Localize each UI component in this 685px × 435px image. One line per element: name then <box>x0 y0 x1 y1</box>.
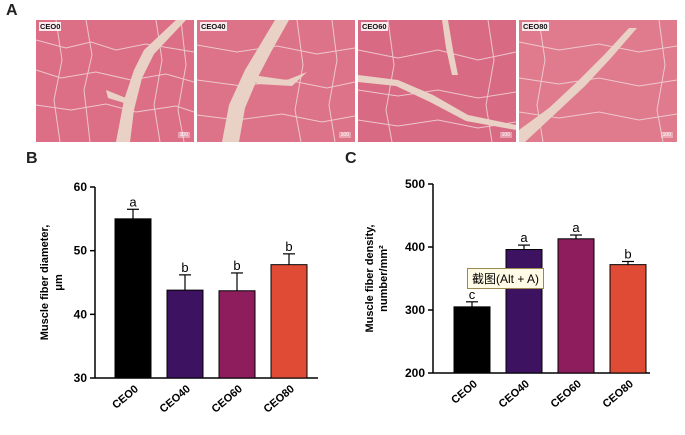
chart-muscle-fiber-density: 200 300 400 500 Muscle fiber density, number/… <box>364 177 650 410</box>
significance-label: a <box>129 194 137 209</box>
bar <box>218 290 256 379</box>
screenshot-tooltip: 截图(Alt + A) <box>467 268 545 289</box>
y-tick-label: 300 <box>405 303 425 317</box>
bar <box>270 264 308 379</box>
micrograph-image <box>36 20 194 142</box>
x-tick-label: CEO40 <box>497 378 532 410</box>
x-tick-label: CEO0 <box>449 378 480 406</box>
x-tick-label: CEO80 <box>601 378 636 410</box>
y-tick-label: 30 <box>74 371 88 385</box>
y-tick-label: 400 <box>405 240 425 254</box>
micrograph-image <box>519 20 677 142</box>
x-tick-label: CEO0 <box>110 383 141 411</box>
significance-label: b <box>233 258 240 273</box>
micrograph-image <box>358 20 516 142</box>
y-tick-label: 60 <box>74 180 88 194</box>
significance-label: b <box>181 260 188 275</box>
scale-bar: 100 <box>660 132 673 138</box>
micrograph-ceo60: CEO60 100 <box>358 20 516 142</box>
significance-label: a <box>572 220 580 235</box>
significance-label: c <box>469 287 476 302</box>
micrograph-ceo0: CEO0 100 <box>36 20 194 142</box>
micrograph-label: CEO60 <box>361 22 388 31</box>
panel-c-letter: C <box>345 150 357 167</box>
micrograph-label: CEO0 <box>39 22 62 31</box>
x-tick-label: CEO60 <box>210 383 245 415</box>
scale-bar: 100 <box>177 132 190 138</box>
y-tick-label: 200 <box>405 366 425 380</box>
micrograph-image <box>197 20 355 142</box>
y-tick-label: 50 <box>74 244 88 258</box>
significance-label: a <box>520 230 528 245</box>
bar <box>114 218 152 379</box>
panel-a-letter: A <box>6 2 18 19</box>
x-tick-label: CEO40 <box>158 383 193 415</box>
scale-bar: 100 <box>338 132 351 138</box>
y-tick-label: 500 <box>405 177 425 191</box>
micrograph-label: CEO40 <box>200 22 227 31</box>
bar <box>453 306 491 374</box>
bar <box>166 289 204 379</box>
x-tick-label: CEO60 <box>549 378 584 410</box>
panel-b-letter: B <box>26 150 38 167</box>
y-axis-label: Muscle fiber density, number/mm² <box>364 225 390 333</box>
significance-label: b <box>285 239 292 254</box>
y-axis-label: Muscle fiber diameter, μm <box>39 225 65 341</box>
micrograph-label: CEO80 <box>522 22 549 31</box>
x-tick-label: CEO80 <box>262 383 297 415</box>
chart-muscle-fiber-diameter: 30 40 50 60 Muscle fiber diameter, μm a CEO0 b CE… <box>39 180 318 415</box>
y-tick-label: 40 <box>74 307 88 321</box>
bar <box>609 264 647 374</box>
micrograph-ceo80: CEO80 100 <box>519 20 677 142</box>
significance-label: b <box>624 246 631 261</box>
micrograph-ceo40: CEO40 100 <box>197 20 355 142</box>
bar <box>557 238 595 374</box>
scale-bar: 100 <box>499 132 512 138</box>
